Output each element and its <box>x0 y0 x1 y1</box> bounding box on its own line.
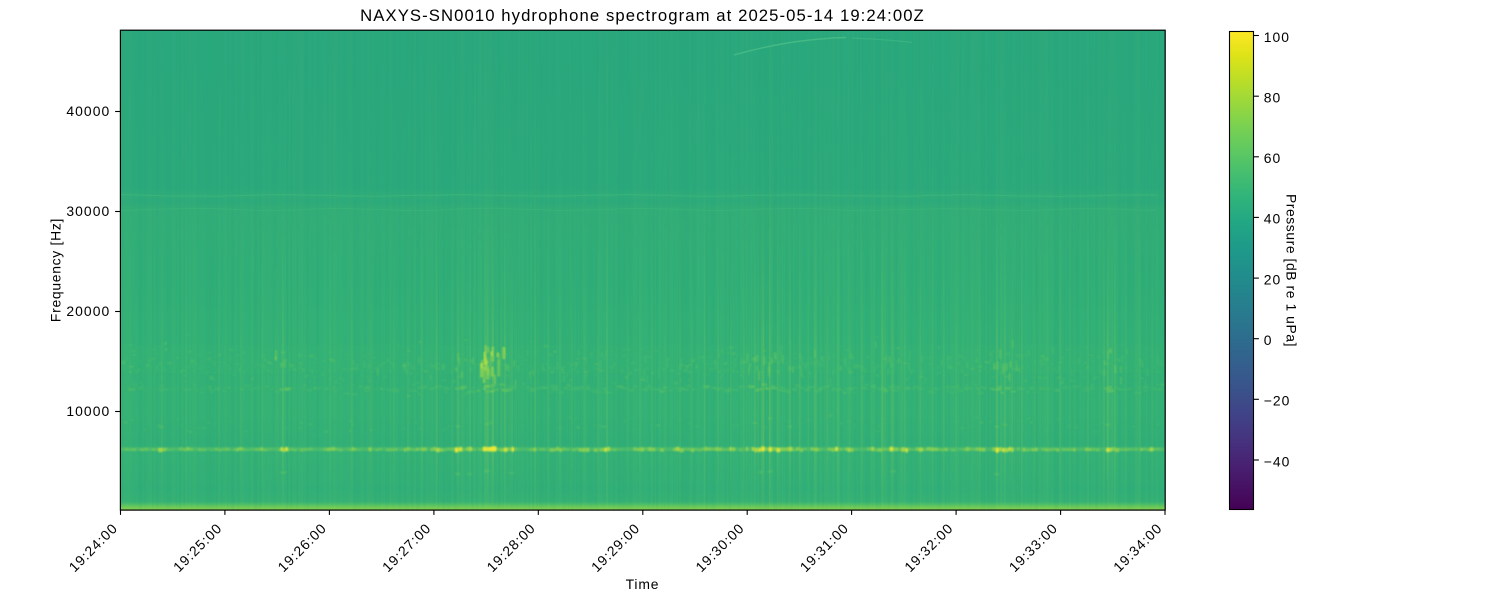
svg-text:19:33:00: 19:33:00 <box>1006 520 1061 575</box>
svg-text:19:26:00: 19:26:00 <box>274 520 329 575</box>
svg-text:19:29:00: 19:29:00 <box>588 520 643 575</box>
svg-text:19:25:00: 19:25:00 <box>170 520 225 575</box>
svg-text:80: 80 <box>1264 90 1282 106</box>
svg-text:60: 60 <box>1264 150 1282 166</box>
svg-text:19:34:00: 19:34:00 <box>1110 520 1165 575</box>
svg-text:20: 20 <box>1264 271 1282 287</box>
svg-text:19:27:00: 19:27:00 <box>379 520 434 575</box>
svg-text:40: 40 <box>1264 211 1282 227</box>
svg-text:19:31:00: 19:31:00 <box>797 520 852 575</box>
svg-text:40000: 40000 <box>66 103 110 119</box>
svg-text:Frequency [Hz]: Frequency [Hz] <box>48 218 64 322</box>
svg-text:Time: Time <box>626 576 660 592</box>
svg-text:Pressure [dB re 1 uPa]: Pressure [dB re 1 uPa] <box>1284 194 1300 347</box>
svg-text:NAXYS-SN0010 hydrophone spectr: NAXYS-SN0010 hydrophone spectrogram at 2… <box>360 6 925 25</box>
svg-text:10000: 10000 <box>66 403 110 419</box>
svg-text:−40: −40 <box>1264 453 1291 469</box>
svg-text:19:24:00: 19:24:00 <box>65 520 120 575</box>
svg-text:30000: 30000 <box>66 203 110 219</box>
svg-text:100: 100 <box>1264 29 1290 45</box>
svg-text:19:28:00: 19:28:00 <box>483 520 538 575</box>
svg-text:−20: −20 <box>1264 393 1291 409</box>
svg-text:19:30:00: 19:30:00 <box>692 520 747 575</box>
svg-text:19:32:00: 19:32:00 <box>901 520 956 575</box>
svg-text:0: 0 <box>1264 332 1273 348</box>
svg-text:20000: 20000 <box>66 303 110 319</box>
